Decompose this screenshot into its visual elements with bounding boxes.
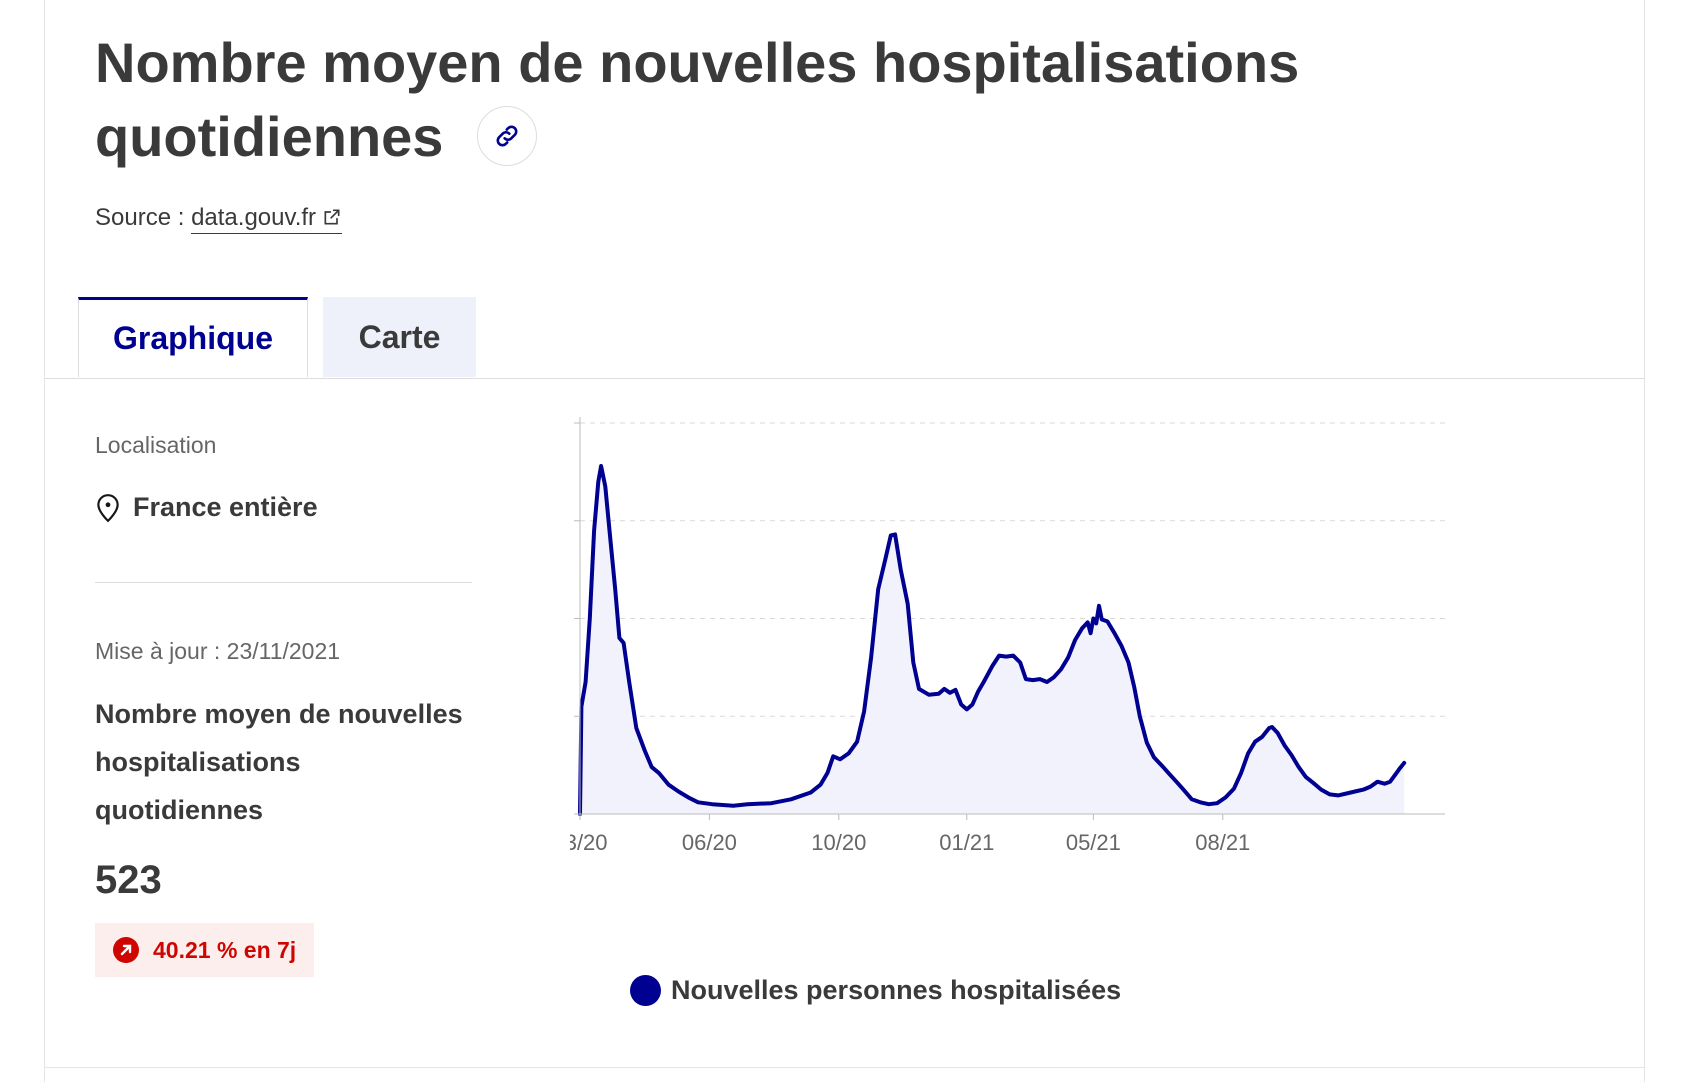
- metric-name: Nombre moyen de nouvelles hospitalisatio…: [95, 699, 463, 825]
- x-tick-label: 01/21: [939, 830, 994, 855]
- source-link[interactable]: data.gouv.fr: [191, 204, 343, 234]
- metric-value: 523: [95, 858, 162, 902]
- x-tick-label: 03/20: [570, 830, 608, 855]
- trend-text: 40.21 % en 7j: [153, 936, 297, 963]
- page-title-line-2: quotidiennes: [95, 105, 444, 168]
- source-line: Source : data.gouv.fr: [95, 204, 343, 234]
- x-ticks: 03/20 06/20 10/20 01/21 05/21 08/21: [570, 814, 1250, 855]
- trend-badge: 40.21 % en 7j: [95, 923, 315, 977]
- page-title: Nombre moyen de nouvelles hospitalisatio…: [95, 26, 1495, 174]
- tabs-divider: [44, 378, 1645, 379]
- arrow-up-right-icon: [113, 937, 139, 963]
- card-border-bottom: [44, 1067, 1645, 1068]
- external-link-icon: [324, 209, 340, 225]
- series-line: [578, 464, 1407, 816]
- page-title-line-1: Nombre moyen de nouvelles hospitalisatio…: [95, 31, 1300, 94]
- x-tick-label: 08/21: [1195, 830, 1250, 855]
- legend-label: Nouvelles personnes hospitalisées: [671, 975, 1122, 1005]
- location-pin-icon: [97, 493, 119, 522]
- card-border-left: [44, 0, 45, 1082]
- y-ticks: 01K2K3K4K: [574, 422, 580, 815]
- source-label: Source :: [95, 204, 185, 231]
- tab-graphique[interactable]: Graphique: [78, 297, 308, 377]
- link-icon: [496, 125, 518, 147]
- series-area: [580, 466, 1405, 814]
- tab-carte[interactable]: Carte: [323, 297, 476, 377]
- card-border-right: [1644, 0, 1645, 1082]
- legend-marker: [630, 975, 661, 1006]
- localisation-label: Localisation: [95, 432, 217, 458]
- update-date: Mise à jour : 23/11/2021: [95, 638, 341, 664]
- x-tick-label: 05/21: [1066, 830, 1121, 855]
- copy-link-button[interactable]: [477, 106, 537, 166]
- x-tick-label: 10/20: [811, 830, 866, 855]
- source-link-text: data.gouv.fr: [191, 204, 317, 231]
- sidebar-divider: [95, 582, 472, 583]
- localisation-value: France entière: [133, 492, 318, 522]
- hospitalisations-chart: 01K2K3K4K 03/20 06/20 10/20 01/21 05/21 08/21: [570, 417, 1445, 855]
- chart-legend: Nouvelles personnes hospitalisées: [630, 975, 1121, 1006]
- x-tick-label: 06/20: [682, 830, 737, 855]
- localisation-selector[interactable]: France entière: [95, 492, 318, 523]
